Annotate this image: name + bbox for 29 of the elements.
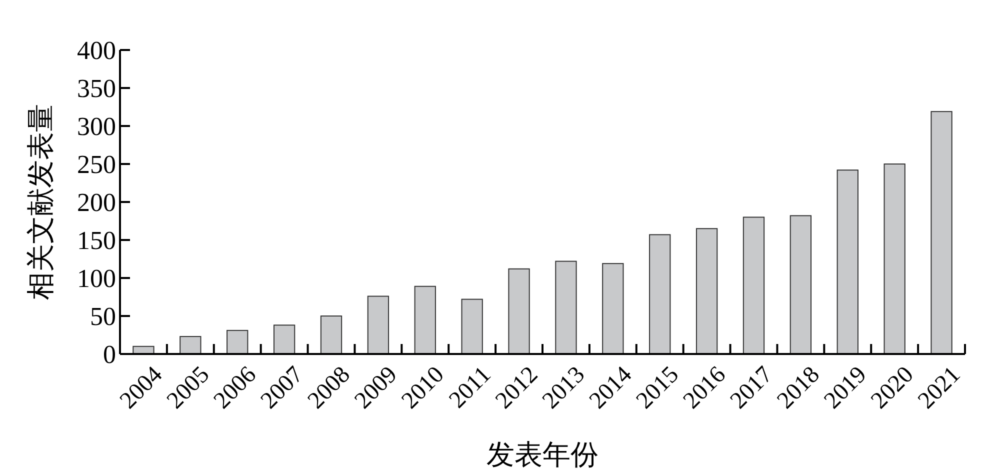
bar — [790, 215, 812, 354]
x-tick-label: 2011 — [444, 362, 496, 414]
bar — [884, 164, 906, 354]
bar — [742, 216, 765, 354]
bar — [180, 336, 202, 354]
bar — [461, 298, 483, 354]
bar — [602, 263, 624, 354]
y-tick-label: 150 — [77, 226, 116, 256]
y-axis-title: 相关文献发表量 — [26, 104, 57, 300]
bar — [649, 234, 671, 354]
y-tick-label: 100 — [77, 264, 116, 294]
y-tick-label: 50 — [90, 302, 116, 332]
bar — [930, 111, 952, 354]
bar — [320, 316, 342, 354]
y-tick-label: 0 — [103, 340, 116, 370]
bar — [273, 324, 296, 354]
bar — [555, 260, 577, 354]
bar — [696, 228, 718, 354]
y-tick-label: 400 — [77, 36, 116, 66]
bar — [367, 296, 390, 354]
bar — [508, 268, 530, 354]
y-tick-label: 350 — [77, 74, 116, 104]
bar — [226, 330, 248, 354]
y-tick-label: 300 — [77, 112, 116, 142]
y-tick-label: 200 — [77, 188, 116, 218]
y-tick-label: 250 — [77, 150, 116, 180]
bar — [414, 286, 436, 354]
bar — [836, 170, 858, 354]
x-axis-title: 发表年份 — [486, 440, 598, 471]
